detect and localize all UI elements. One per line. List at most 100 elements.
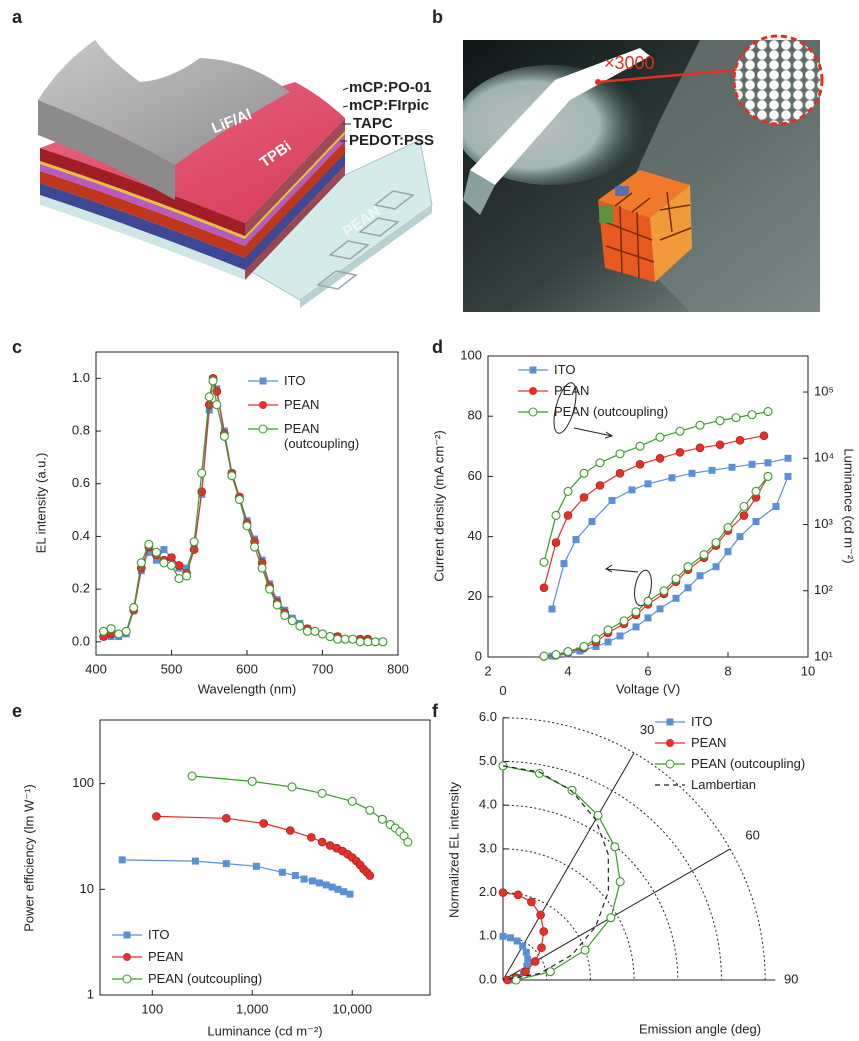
legend-label: ITO	[148, 927, 348, 942]
legend-label: PEAN	[148, 949, 348, 964]
marker	[616, 469, 624, 477]
device-illustration: LiF/Al TPBi PEAN mCP:PO-01 mCP:FIrpic TA…	[38, 40, 434, 308]
y-tick-label: 0.8	[72, 422, 90, 437]
marker	[740, 503, 748, 511]
marker	[580, 493, 588, 501]
y-tick-label: 100	[460, 347, 482, 362]
angle-label: 60	[745, 827, 759, 842]
marker	[685, 584, 692, 591]
r-tick-label: 3.0	[479, 840, 497, 855]
marker	[334, 635, 342, 643]
series-line	[503, 766, 608, 980]
marker	[573, 536, 580, 543]
marker	[175, 575, 183, 583]
marker	[188, 772, 196, 780]
marker	[100, 627, 108, 635]
legend-label: PEAN (outcoupling)	[554, 404, 754, 419]
y-tick-label: 20	[468, 588, 482, 603]
x-axis-label: Voltage (V)	[616, 681, 680, 696]
marker	[673, 595, 680, 602]
r-tick-label: 4.0	[479, 797, 497, 812]
x-axis-label: Luminance (cd m⁻²)	[207, 1023, 322, 1038]
marker	[645, 614, 652, 621]
r-tick-label: 6.0	[479, 709, 497, 724]
marker	[604, 626, 612, 634]
panel-label: e	[12, 701, 22, 721]
layer-label: PEDOT:PSS	[349, 132, 434, 149]
marker	[514, 891, 522, 899]
r-tick-label: 5.0	[479, 753, 497, 768]
legend-label: PEAN	[284, 397, 384, 412]
marker	[740, 512, 748, 520]
marker	[273, 601, 281, 609]
marker	[592, 635, 600, 643]
marker	[243, 522, 251, 530]
marker	[296, 622, 304, 630]
marker	[348, 797, 356, 805]
marker	[223, 860, 230, 867]
y-tick-label: 1.0	[72, 370, 90, 385]
marker	[122, 627, 130, 635]
legend-label: ITO	[284, 373, 384, 388]
marker	[235, 496, 243, 504]
marker	[260, 819, 268, 827]
marker	[318, 838, 326, 846]
legend-label: PEAN	[691, 735, 859, 750]
y-tick-label: 0.4	[72, 528, 90, 543]
legend-marker	[666, 739, 674, 747]
panel-label: f	[432, 701, 439, 721]
marker	[773, 503, 780, 510]
marker	[752, 487, 760, 495]
y-axis-label: Normalized EL intensity	[446, 781, 461, 918]
marker	[657, 605, 664, 612]
marker	[564, 648, 572, 656]
marker	[620, 617, 628, 625]
marker	[713, 563, 720, 570]
marker	[107, 625, 115, 633]
y2-tick-label: 10⁵	[814, 383, 834, 398]
x-tick-label: 500	[161, 661, 183, 676]
panel-label: a	[12, 7, 23, 27]
marker	[629, 486, 636, 493]
legend-label: ITO	[691, 714, 859, 729]
marker	[281, 611, 289, 619]
marker	[371, 638, 379, 646]
marker	[549, 606, 556, 613]
marker	[568, 786, 576, 794]
angle-label: 90	[784, 971, 798, 986]
photo: ×3000	[455, 36, 822, 312]
legend-marker	[529, 387, 537, 395]
marker	[676, 448, 684, 456]
legend-item: PEAN (outcoupling)	[554, 404, 754, 444]
layer-label: mCP:PO-01	[349, 79, 432, 96]
y-tick-label: 60	[468, 468, 482, 483]
marker	[725, 548, 732, 555]
marker	[712, 539, 720, 547]
y2-tick-label: 10³	[814, 516, 833, 531]
marker	[764, 408, 772, 416]
marker	[152, 548, 160, 556]
y-tick-label: 80	[468, 408, 482, 423]
marker	[540, 652, 548, 660]
marker	[596, 481, 604, 489]
marker	[552, 651, 560, 659]
marker	[632, 608, 640, 616]
marker	[499, 889, 507, 897]
y2-tick-label: 10²	[814, 582, 833, 597]
legend-marker	[260, 378, 267, 385]
y-tick-label: 40	[468, 528, 482, 543]
marker	[507, 934, 514, 941]
marker	[616, 878, 624, 886]
marker	[222, 814, 230, 822]
marker	[356, 638, 364, 646]
marker	[145, 540, 153, 548]
x-axis-label: Wavelength (nm)	[198, 681, 297, 696]
legend-marker	[259, 401, 267, 409]
layer-label: mCP:FIrpic	[349, 97, 429, 114]
marker	[192, 858, 199, 865]
marker	[205, 393, 213, 401]
y-tick-label: 0.6	[72, 475, 90, 490]
x-tick-label: 800	[387, 661, 409, 676]
r-tick-label: 0.0	[479, 971, 497, 986]
x-tick-label: 600	[236, 661, 258, 676]
